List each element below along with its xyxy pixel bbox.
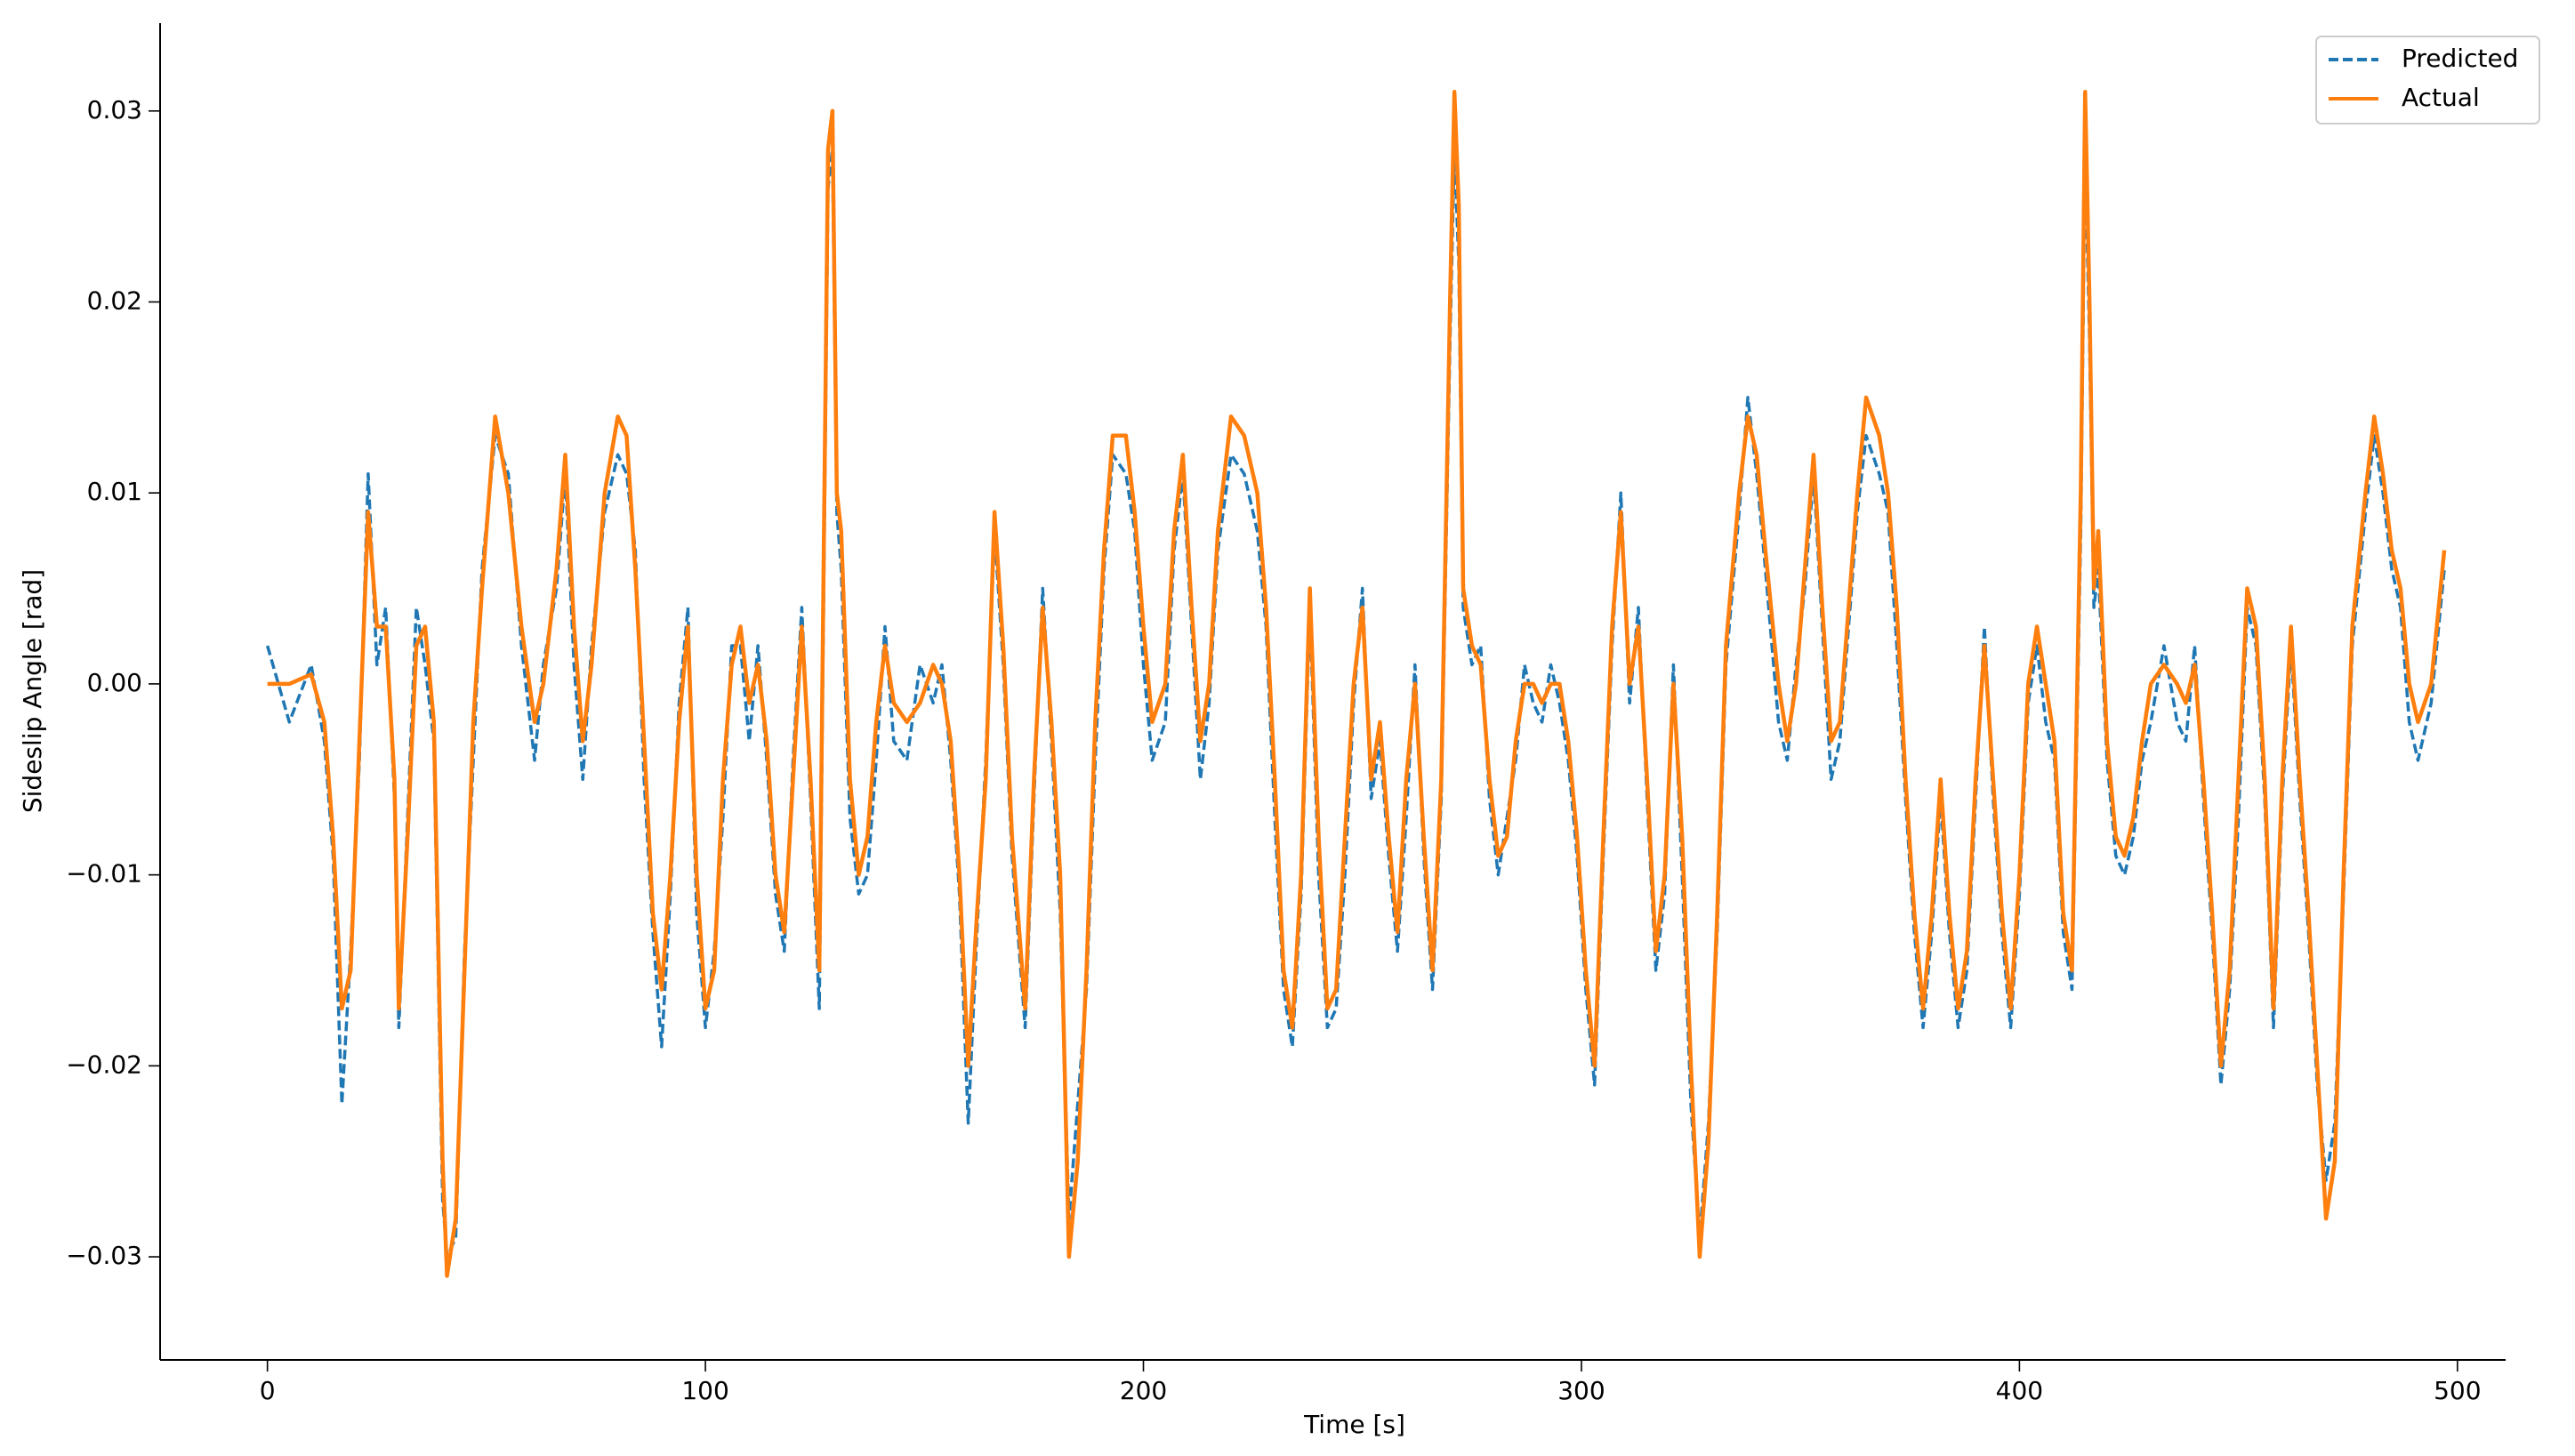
series-line: [267, 90, 2447, 1278]
legend-label: Predicted: [2402, 44, 2518, 73]
x-tick-label: 500: [2434, 1376, 2481, 1405]
y-tick-label: −0.03: [66, 1241, 142, 1270]
y-tick-label: −0.01: [66, 859, 142, 889]
legend-label: Actual: [2402, 83, 2480, 112]
legend: Predicted Actual: [2315, 36, 2540, 125]
y-tick-label: −0.02: [66, 1050, 142, 1079]
x-tick-label: 100: [681, 1376, 728, 1405]
y-tick-label: 0.03: [87, 95, 142, 125]
y-tick-label: 0.02: [87, 286, 142, 315]
x-axis-label: Time [s]: [1303, 1410, 1405, 1439]
y-tick-label: 0.00: [87, 668, 142, 697]
y-tick-label: 0.01: [87, 477, 142, 506]
x-tick-label: 0: [260, 1376, 276, 1405]
x-tick-label: 300: [1557, 1376, 1605, 1405]
x-tick-label: 400: [1996, 1376, 2043, 1405]
y-axis-label: Sideslip Angle [rad]: [18, 569, 47, 813]
x-tick-label: 200: [1120, 1376, 1167, 1405]
series-line: [265, 147, 2446, 1259]
